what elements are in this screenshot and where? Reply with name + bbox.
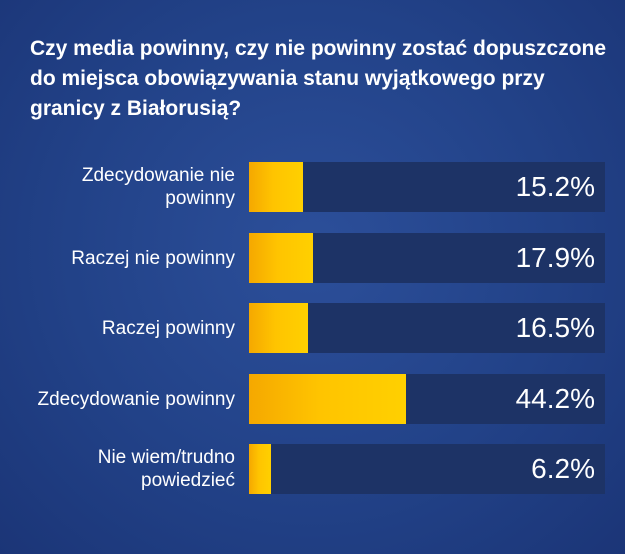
category-label-3: Zdecydowanie powinny bbox=[37, 388, 235, 410]
bar-track-4: 6.2% bbox=[249, 444, 605, 494]
bar-row-3: Zdecydowanie powinny 44.2% bbox=[0, 374, 625, 424]
category-label-0: Zdecydowanie nie powinny bbox=[81, 165, 235, 209]
value-label-1: 17.9% bbox=[515, 242, 595, 273]
category-label-4: Nie wiem/trudno powiedzieć bbox=[97, 447, 235, 491]
chart-title: Czy media powinny, czy nie powinny zosta… bbox=[30, 37, 607, 120]
value-label-4: 6.2% bbox=[531, 453, 595, 484]
bar-0 bbox=[249, 162, 304, 212]
bar-track-1: 17.9% bbox=[249, 233, 605, 283]
bar-row-1: Raczej nie powinny 17.9% bbox=[0, 233, 625, 283]
bar-track-2: 16.5% bbox=[249, 303, 605, 353]
bar-2 bbox=[249, 303, 308, 353]
value-label-2: 16.5% bbox=[515, 312, 595, 343]
value-label-0: 15.2% bbox=[515, 171, 595, 202]
value-label-3: 44.2% bbox=[515, 383, 595, 414]
bar-1 bbox=[249, 233, 313, 283]
category-label-2: Raczej powinny bbox=[101, 317, 235, 339]
bar-4 bbox=[249, 444, 272, 494]
category-label-1: Raczej nie powinny bbox=[71, 247, 235, 269]
bar-row-4: Nie wiem/trudno powiedzieć 6.2% bbox=[0, 444, 625, 494]
bar-track-0: 15.2% bbox=[249, 162, 605, 212]
bar-row-2: Raczej powinny 16.5% bbox=[0, 303, 625, 353]
bar-track-3: 44.2% bbox=[249, 374, 605, 424]
bar-3 bbox=[249, 374, 407, 424]
bar-row-0: Zdecydowanie nie powinny 15.2% bbox=[0, 162, 625, 212]
